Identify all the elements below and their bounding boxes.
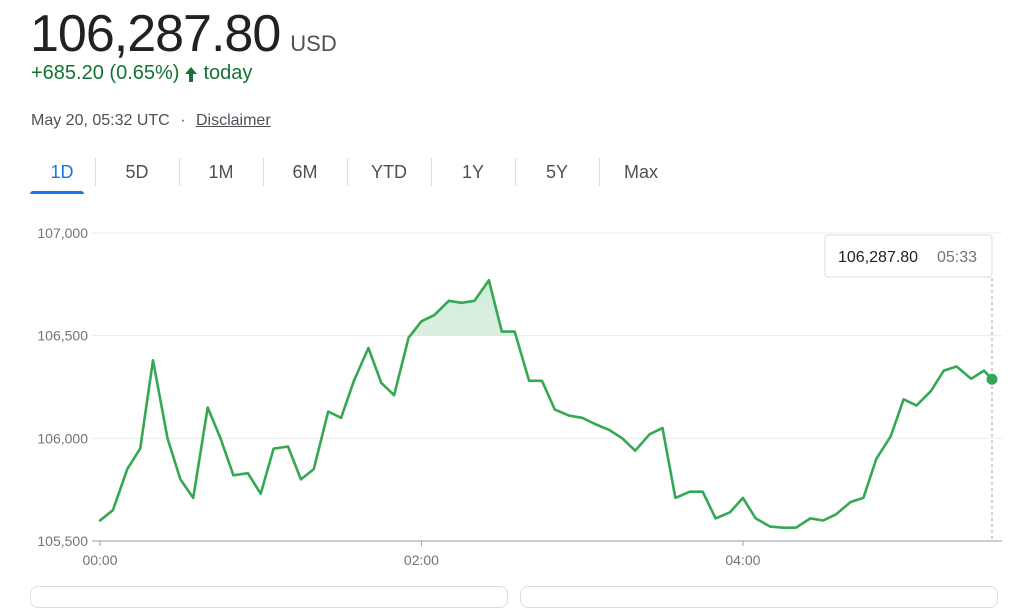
change-suffix: today: [203, 62, 253, 84]
price-header: 106,287.80 USD: [30, 4, 337, 64]
current-point[interactable]: [986, 373, 998, 385]
info-card-right: [520, 586, 998, 608]
info-card-left: [30, 586, 508, 608]
price-line: [98, 278, 994, 529]
tab-max[interactable]: Max: [599, 152, 683, 196]
timestamp: May 20, 05:32 UTC: [31, 112, 170, 129]
currency-label: USD: [290, 31, 337, 56]
tab-1y[interactable]: 1Y: [431, 152, 515, 196]
separator: ·: [180, 112, 186, 129]
tooltip-value: 106,287.80: [838, 249, 918, 266]
x-tick-label: 02:00: [404, 552, 439, 568]
range-tabs: 1D 5D 1M 6M YTD 1Y 5Y Max: [29, 152, 683, 196]
x-tick-label: 00:00: [82, 552, 117, 568]
area-fill: [410, 280, 516, 336]
price-change: +685.20 (0.65%) today: [31, 62, 252, 85]
tooltip-box: [824, 234, 993, 278]
disclaimer-link[interactable]: Disclaimer: [195, 112, 271, 129]
x-tick-label: 04:00: [725, 552, 760, 568]
timestamp-row: May 20, 05:32 UTC · Disclaimer: [31, 112, 271, 130]
current-price: 106,287.80: [30, 5, 281, 63]
tab-1m[interactable]: 1M: [179, 152, 263, 196]
tab-1d[interactable]: 1D: [29, 152, 95, 196]
tab-5y[interactable]: 5Y: [515, 152, 599, 196]
y-tick-label: 106,500: [37, 328, 88, 344]
y-tick-label: 105,500: [37, 533, 88, 549]
y-tick-label: 107,000: [37, 225, 88, 241]
tooltip-time: 05:33: [937, 249, 977, 266]
arrow-up-icon: [183, 65, 199, 83]
y-tick-label: 106,000: [37, 430, 88, 446]
tab-6m[interactable]: 6M: [263, 152, 347, 196]
price-chart[interactable]: 105,500 106,000 106,500 107,000 00:00 02:00 04…: [0, 200, 1024, 580]
tab-ytd[interactable]: YTD: [347, 152, 431, 196]
change-value: +685.20 (0.65%): [31, 62, 180, 84]
tab-5d[interactable]: 5D: [95, 152, 179, 196]
